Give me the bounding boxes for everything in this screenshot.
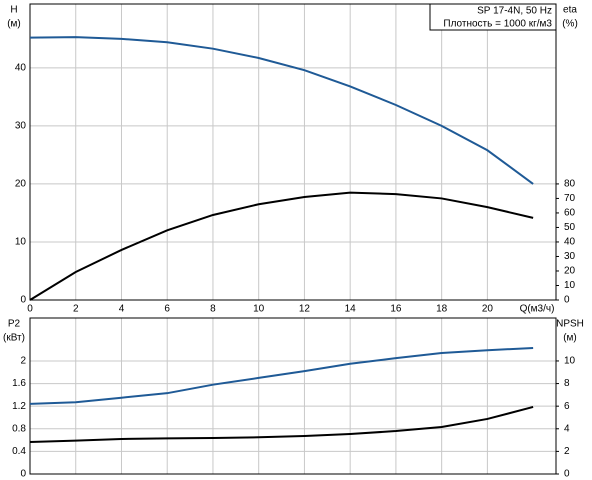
y-tick-label: 0 xyxy=(20,295,26,306)
y2-tick-label: 10 xyxy=(564,280,576,291)
x-tick-label: 2 xyxy=(73,304,79,315)
x-tick-label: 0 xyxy=(27,304,33,315)
y-axis-unit: (кВт) xyxy=(3,333,25,344)
x-tick-label: 14 xyxy=(345,304,357,315)
y2-tick-label: 6 xyxy=(564,401,570,412)
y-axis-label: P2 xyxy=(8,319,21,330)
annotation: SP 17-4N, 50 Hz xyxy=(477,6,552,17)
y-tick-label: 40 xyxy=(15,62,27,73)
x-tick-label: 4 xyxy=(119,304,125,315)
y2-tick-label: 8 xyxy=(564,378,570,389)
y-axis-unit: (м) xyxy=(7,19,21,30)
y-tick-label: 2 xyxy=(20,356,26,367)
y-tick-label: 20 xyxy=(15,179,27,190)
y-tick-label: 1.2 xyxy=(12,401,26,412)
curve xyxy=(29,36,534,185)
y2-tick-label: 80 xyxy=(564,179,576,190)
y2-tick-label: 0 xyxy=(564,295,570,306)
x-tick-label: 18 xyxy=(436,304,448,315)
plot-frame xyxy=(29,3,557,301)
y2-axis-unit: (м) xyxy=(563,333,577,344)
y2-tick-label: 70 xyxy=(564,193,576,204)
curve xyxy=(29,191,534,301)
y2-tick-label: 50 xyxy=(564,222,576,233)
y2-tick-label: 2 xyxy=(564,446,570,457)
plot-area xyxy=(30,318,556,474)
x-axis-label: Q(м3/ч) xyxy=(520,304,555,315)
y2-axis-label: eta xyxy=(563,5,577,16)
y-tick-label: 10 xyxy=(15,237,27,248)
y2-tick-label: 10 xyxy=(564,356,576,367)
y2-tick-label: 30 xyxy=(564,251,576,262)
y2-axis-unit: (%) xyxy=(562,19,578,30)
y-tick-label: 1.6 xyxy=(12,378,26,389)
y-axis-label: H xyxy=(10,5,17,16)
x-tick-label: 8 xyxy=(210,304,216,315)
y2-tick-label: 20 xyxy=(564,266,576,277)
x-tick-label: 20 xyxy=(482,304,494,315)
y2-axis-label: NPSH xyxy=(556,319,584,330)
x-tick-label: 10 xyxy=(253,304,265,315)
y-tick-label: 0.4 xyxy=(12,446,26,457)
curve xyxy=(29,346,534,405)
y2-tick-label: 0 xyxy=(564,469,570,480)
x-tick-label: 12 xyxy=(299,304,311,315)
plot-area xyxy=(30,4,556,300)
y-tick-label: 0.8 xyxy=(12,423,26,434)
x-tick-label: 16 xyxy=(390,304,402,315)
y2-tick-label: 40 xyxy=(564,237,576,248)
y2-tick-label: 60 xyxy=(564,208,576,219)
y-tick-label: 30 xyxy=(15,121,27,132)
legend-box xyxy=(429,3,557,31)
x-tick-label: 6 xyxy=(164,304,170,315)
annotation: Плотность = 1000 кг/м3 xyxy=(443,19,552,30)
curve xyxy=(29,405,534,444)
plot-frame xyxy=(29,317,557,475)
y2-tick-label: 4 xyxy=(564,423,570,434)
y-tick-label: 0 xyxy=(20,469,26,480)
